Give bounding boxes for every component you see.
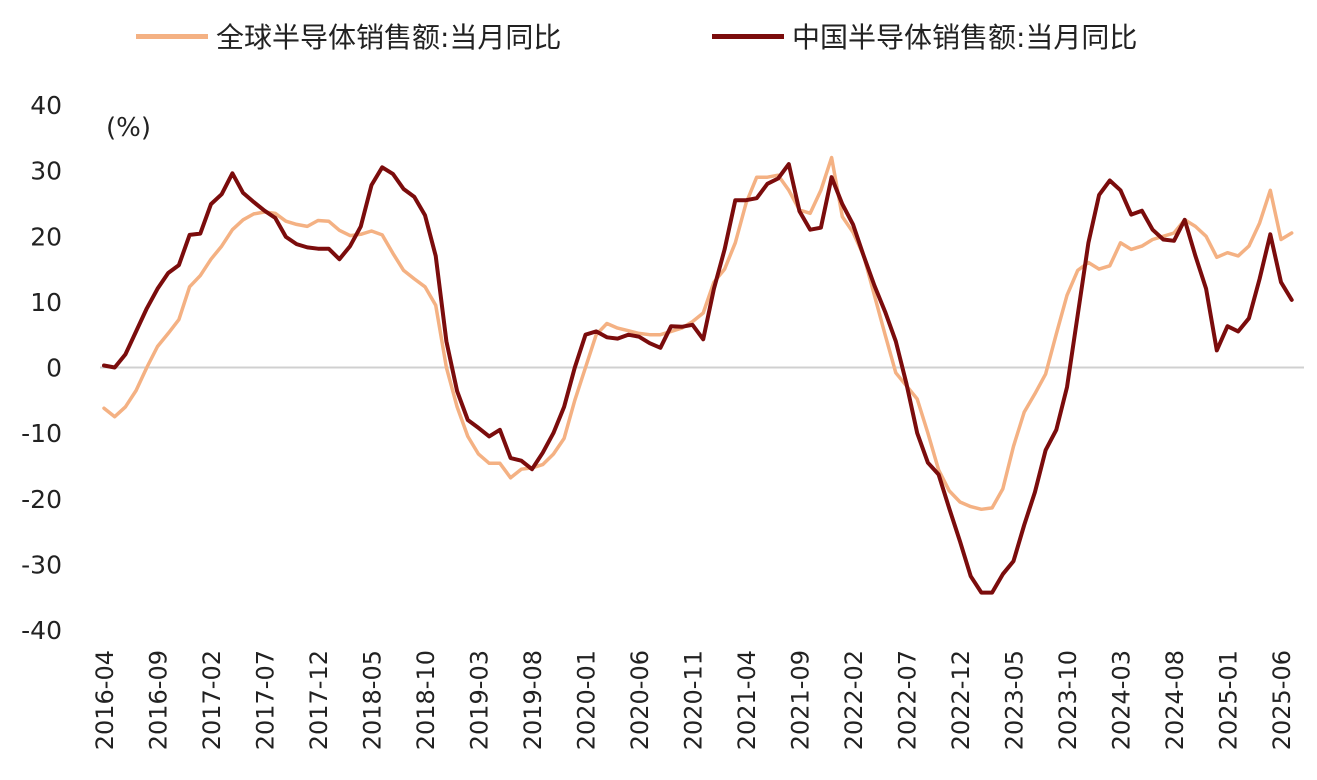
y-tick-label: 10: [30, 288, 62, 317]
y-tick-label: -40: [21, 616, 62, 645]
x-tick-label: 2020-11: [680, 650, 708, 750]
y-tick-label: -30: [21, 550, 62, 579]
x-tick-label: 2022-07: [894, 650, 922, 750]
x-tick-label: 2025-01: [1215, 650, 1243, 750]
y-axis-unit-label: (%): [106, 113, 151, 143]
x-tick-label: 2018-10: [412, 650, 440, 750]
legend-item-global: 全球半导体销售额:当月同比: [136, 14, 561, 58]
x-tick-label: 2017-02: [198, 650, 226, 750]
x-tick-labels: 2016-04 2016-09 2017-02 2017-07 2017-12 2018-…: [91, 650, 1296, 750]
x-tick-label: 2020-01: [573, 650, 601, 750]
x-tick-label: 2022-12: [947, 650, 975, 750]
legend-swatch-global: [136, 33, 208, 39]
legend-swatch-china: [712, 33, 784, 39]
chart-legend: 全球半导体销售额:当月同比 中国半导体销售额:当月同比: [0, 14, 1317, 58]
x-tick-label: 2020-06: [626, 650, 654, 750]
x-tick-label: 2016-09: [145, 650, 173, 750]
y-tick-label: 40: [30, 91, 62, 120]
x-tick-label: 2019-03: [466, 650, 494, 750]
x-tick-label: 2025-06: [1268, 650, 1296, 750]
series-line-china: [102, 162, 1294, 595]
x-tick-label: 2021-09: [787, 650, 815, 750]
x-tick-label: 2023-10: [1054, 650, 1082, 750]
x-tick-label: 2023-05: [1001, 650, 1029, 750]
x-tick-label: 2019-08: [519, 650, 547, 750]
y-tick-label: 20: [30, 222, 62, 251]
series-line-global: [102, 155, 1294, 512]
legend-label-global: 全球半导体销售额:当月同比: [216, 21, 562, 54]
y-tick-labels: 40 30 20 10 0 -10 -20 -30 -40: [21, 91, 62, 645]
x-tick-label: 2017-07: [252, 650, 280, 750]
legend-item-china: 中国半导体销售额:当月同比: [712, 14, 1137, 58]
x-tick-label: 2021-04: [733, 650, 761, 750]
legend-label-china: 中国半导体销售额:当月同比: [792, 21, 1138, 54]
y-tick-label: -20: [21, 485, 62, 514]
y-tick-label: -10: [21, 419, 62, 448]
x-tick-label: 2024-08: [1161, 650, 1189, 750]
x-tick-label: 2017-12: [305, 650, 333, 750]
series-lines: [102, 155, 1294, 595]
x-tick-label: 2018-05: [359, 650, 387, 750]
x-tick-label: 2022-02: [840, 650, 868, 750]
y-tick-label: 30: [30, 157, 62, 186]
x-tick-label: 2024-03: [1108, 650, 1136, 750]
y-tick-label: 0: [46, 354, 62, 383]
x-tick-label: 2016-04: [91, 650, 119, 750]
